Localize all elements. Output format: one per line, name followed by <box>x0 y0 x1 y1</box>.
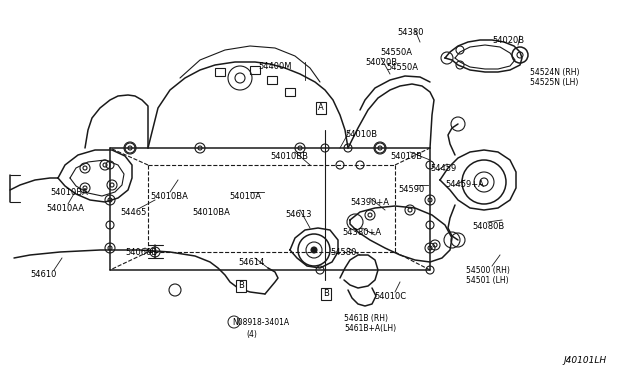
Text: 54010B: 54010B <box>390 152 422 161</box>
Text: 54550A: 54550A <box>380 48 412 57</box>
Text: 54010BA: 54010BA <box>192 208 230 217</box>
Text: 54390+A: 54390+A <box>350 198 389 207</box>
Text: N08918-3401A: N08918-3401A <box>232 318 289 327</box>
Text: 54010BA: 54010BA <box>150 192 188 201</box>
Text: 54500 (RH): 54500 (RH) <box>466 266 510 275</box>
Text: 54010C: 54010C <box>374 292 406 301</box>
Text: 5461B (RH): 5461B (RH) <box>344 314 388 323</box>
Text: 54459: 54459 <box>430 164 456 173</box>
Text: 54380: 54380 <box>397 28 424 37</box>
Text: 54610: 54610 <box>30 270 56 279</box>
Text: 54590: 54590 <box>398 185 424 194</box>
Text: J40101LH: J40101LH <box>563 356 606 365</box>
Text: (4): (4) <box>246 330 257 339</box>
Circle shape <box>311 247 317 253</box>
Text: 54465: 54465 <box>120 208 147 217</box>
Text: B: B <box>323 289 329 298</box>
Text: 54010AA: 54010AA <box>46 204 84 213</box>
Text: 54010B: 54010B <box>345 130 377 139</box>
Circle shape <box>298 234 330 266</box>
Text: 54010A: 54010A <box>229 192 261 201</box>
Text: 5461B+A(LH): 5461B+A(LH) <box>344 324 396 333</box>
Text: 54060B: 54060B <box>125 248 157 257</box>
Circle shape <box>150 247 160 257</box>
Text: 54080B: 54080B <box>472 222 504 231</box>
Text: 54614: 54614 <box>238 258 264 267</box>
Text: 54613: 54613 <box>285 210 312 219</box>
Text: 54010BA: 54010BA <box>50 188 88 197</box>
Text: 54524N (RH): 54524N (RH) <box>530 68 579 77</box>
Text: 54580: 54580 <box>330 248 356 257</box>
Text: 54380+A: 54380+A <box>342 228 381 237</box>
Text: 54525N (LH): 54525N (LH) <box>530 78 579 87</box>
Text: 54020B: 54020B <box>365 58 397 67</box>
Text: 54459+A: 54459+A <box>445 180 484 189</box>
Text: 54501 (LH): 54501 (LH) <box>466 276 509 285</box>
Text: 54020B: 54020B <box>492 36 524 45</box>
Text: A: A <box>318 103 324 112</box>
Text: B: B <box>238 282 244 291</box>
Text: 54400M: 54400M <box>258 62 291 71</box>
Text: 54010BB: 54010BB <box>270 152 308 161</box>
Text: 54550A: 54550A <box>386 63 418 72</box>
